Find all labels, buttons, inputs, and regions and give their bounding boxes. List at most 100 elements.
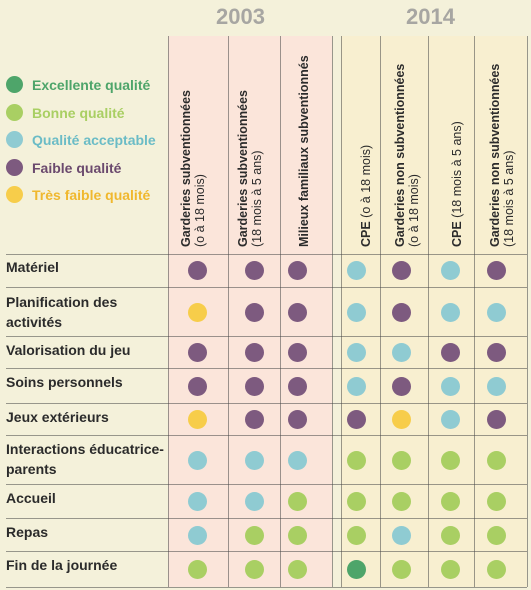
- column-divider: [428, 36, 429, 587]
- rating-dot: [346, 410, 366, 429]
- row-label: Soins personnels: [6, 374, 123, 390]
- rating-dot: [187, 261, 207, 280]
- rating-dot: [187, 560, 207, 579]
- legend-dot-icon: [6, 131, 23, 148]
- rating-dot: [287, 376, 307, 396]
- year-2003-label: 2003: [216, 4, 265, 29]
- legend-item: Excellente qualité: [6, 76, 150, 93]
- legend-label: Faible qualité: [32, 159, 122, 176]
- rating-dot: [244, 450, 264, 470]
- column-header-subtitle: (18 mois à 5 ans): [450, 121, 464, 218]
- legend-dot-icon: [6, 159, 23, 176]
- rating-dot: [391, 261, 411, 280]
- column-header: Milieux familiaux subventionnés: [284, 2, 324, 247]
- rating-dot: [287, 410, 307, 429]
- rating-dot: [346, 492, 366, 511]
- legend-label: Qualité acceptable: [32, 131, 156, 148]
- rating-dot: [440, 376, 460, 396]
- rating-dot: [440, 343, 460, 362]
- rating-dot: [187, 492, 207, 511]
- legend-label: Très faible qualité: [32, 186, 151, 203]
- row-label: Repas: [6, 524, 49, 540]
- row-divider: [6, 551, 527, 552]
- column-header-line: CPE (18 mois à 5 ans): [450, 2, 464, 247]
- column-header-title: Garderies non subventionnées: [393, 63, 407, 247]
- rating-dot: [287, 303, 307, 322]
- rating-dot: [187, 410, 207, 429]
- rating-dot: [346, 450, 366, 470]
- rating-dot: [244, 343, 264, 362]
- column-divider: [228, 36, 229, 587]
- row-divider: [6, 368, 527, 369]
- rating-dot: [187, 343, 207, 362]
- column-header-title: Garderies non subventionnées: [488, 63, 502, 247]
- column-divider: [474, 36, 475, 587]
- row-label: Interactions éducatrice-parents: [6, 441, 164, 477]
- rating-dot: [391, 376, 411, 396]
- legend-dot-icon: [6, 104, 23, 121]
- legend-item: Qualité acceptable: [6, 131, 156, 148]
- rating-dot: [244, 410, 264, 429]
- column-header: CPE (18 mois à 5 ans): [437, 2, 477, 247]
- rating-dot: [244, 303, 264, 322]
- rating-dot: [440, 261, 460, 280]
- legend-item: Très faible qualité: [6, 186, 150, 203]
- column-header-subtitle: (18 mois à 5 ans): [250, 150, 264, 247]
- column-header: Garderies subventionnées (o à 18 mois): [173, 2, 213, 247]
- column-header-title: Milieux familiaux subventionnés: [297, 55, 311, 247]
- rating-dot: [244, 492, 264, 511]
- legend-label: Bonne qualité: [32, 104, 125, 121]
- rating-dot: [187, 450, 207, 470]
- rating-dot: [187, 525, 207, 545]
- rating-dot: [486, 303, 506, 322]
- column-header-subtitle: (o à 18 mois): [359, 144, 373, 218]
- rating-dot: [287, 492, 307, 511]
- row-divider: [6, 435, 527, 436]
- rating-dot: [440, 450, 460, 470]
- rating-dot: [391, 343, 411, 362]
- rating-dot: [287, 450, 307, 470]
- column-header-subtitle: (o à 18 mois): [193, 174, 207, 247]
- column-divider: [168, 36, 169, 587]
- row-divider: [6, 254, 527, 255]
- rating-dot: [440, 410, 460, 429]
- rating-dot: [486, 343, 506, 362]
- rating-dot: [486, 560, 506, 579]
- column-header-title: Garderies subventionnées: [179, 89, 193, 247]
- rating-dot: [391, 560, 411, 579]
- legend-item: Bonne qualité: [6, 104, 125, 121]
- rating-dot: [244, 560, 264, 579]
- row-divider: [6, 484, 527, 485]
- column-divider: [341, 36, 342, 587]
- rating-dot: [346, 261, 366, 280]
- column-header: Garderies non subventionnées (o à 18 mois…: [387, 2, 427, 247]
- rating-dot: [287, 560, 307, 579]
- rating-dot: [440, 560, 460, 579]
- column-header-title: CPE: [359, 221, 373, 247]
- row-label: Fin de la journée: [6, 557, 118, 573]
- rating-dot: [346, 560, 366, 579]
- rating-dot: [346, 525, 366, 545]
- column-divider: [332, 36, 333, 587]
- column-header: Garderies subventionnées (18 mois à 5 ans…: [230, 2, 270, 247]
- rating-dot: [187, 303, 207, 322]
- rating-dot: [440, 303, 460, 322]
- rating-dot: [244, 525, 264, 545]
- row-divider: [6, 518, 527, 519]
- rating-dot: [346, 376, 366, 396]
- column-header-title: CPE: [450, 221, 464, 247]
- row-label: Accueil: [6, 490, 56, 506]
- column-header: Garderies non subventionnées (18 mois à 5…: [482, 2, 522, 247]
- column-divider: [280, 36, 281, 587]
- rating-dot: [244, 261, 264, 280]
- column-header-line: CPE (o à 18 mois): [359, 2, 373, 247]
- rating-dot: [486, 410, 506, 429]
- legend-dot-icon: [6, 76, 23, 93]
- column-header-subtitle: (18 mois à 5 ans): [502, 150, 516, 247]
- rating-dot: [391, 410, 411, 429]
- rating-dot: [287, 343, 307, 362]
- rating-dot: [346, 303, 366, 322]
- column-divider: [380, 36, 381, 587]
- row-divider: [6, 403, 527, 404]
- rating-dot: [391, 450, 411, 470]
